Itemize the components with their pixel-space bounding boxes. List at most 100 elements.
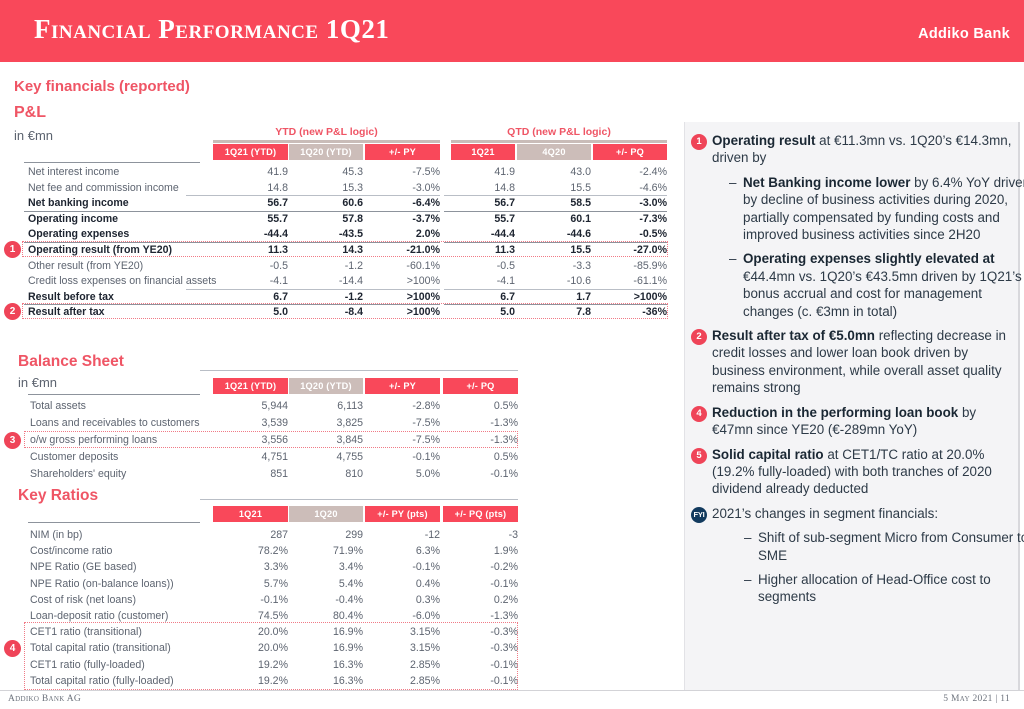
pl-cell-5-3: 11.3 xyxy=(494,244,515,256)
kr-cell-6-0: 20.0% xyxy=(257,626,288,639)
kr-row-label-5: Loan-deposit ratio (customer) xyxy=(30,610,169,622)
pl-rule-b-4 xyxy=(444,241,667,243)
kr-cell-6-3: -0.3% xyxy=(490,626,518,639)
pl-cell-2-0: 56.7 xyxy=(267,197,288,210)
pl-cell-8-1: -1.2 xyxy=(344,290,363,303)
pl-cell-5-4: 15.5 xyxy=(570,244,591,256)
kr-top-rule xyxy=(200,499,518,500)
bs-cell-1-0: 3,539 xyxy=(261,417,288,429)
bs-cell-3-1: 4,755 xyxy=(336,451,363,463)
pl-cell-3-5: -7.3% xyxy=(639,212,667,225)
pl-cell-8-4: 1.7 xyxy=(576,290,591,303)
pl-cell-3-0: 55.7 xyxy=(267,212,288,225)
bs-cell-2-2: -7.5% xyxy=(412,434,440,446)
pl-cell-7-2: >100% xyxy=(406,275,440,288)
kr-row-label-3: NPE Ratio (on-balance loans)) xyxy=(30,577,174,590)
pl-col-header-4: 4Q20 xyxy=(517,144,591,160)
kr-cell-1-1: 71.9% xyxy=(332,545,363,558)
pl-marker-badge-2: 2 xyxy=(4,302,21,320)
bs-col-header-2: +/- PY xyxy=(365,378,440,394)
commentary-badge-4: 4 xyxy=(691,405,707,422)
kr-cell-8-2: 2.85% xyxy=(409,658,440,671)
pl-row-label-5: Operating result (from YE20) xyxy=(28,244,173,256)
pl-cell-5-1: 14.3 xyxy=(342,244,363,256)
pl-cell-1-2: -3.0% xyxy=(412,181,440,194)
bs-cell-0-0: 5,944 xyxy=(261,400,288,412)
bs-col-header-1: 1Q20 (YTD) xyxy=(289,378,363,394)
bs-highlight-box xyxy=(24,431,518,448)
pl-cell-8-5: >100% xyxy=(633,290,667,303)
kr-marker-badge-4: 4 xyxy=(4,639,21,657)
kr-cell-7-1: 16.9% xyxy=(332,642,363,655)
bs-cell-3-2: -0.1% xyxy=(412,451,440,463)
kr-cell-2-2: -0.1% xyxy=(412,561,440,574)
pl-cell-9-1: -8.4 xyxy=(344,306,363,319)
commentary-dash-8: – xyxy=(744,571,752,587)
pl-cell-8-3: 6.7 xyxy=(500,290,515,303)
bs-label-rule xyxy=(28,394,200,395)
pl-row-label-1: Net fee and commission income xyxy=(28,181,179,194)
kr-cell-1-0: 78.2% xyxy=(257,545,288,558)
pl-cell-7-0: -4.1 xyxy=(269,275,288,288)
kr-cell-2-0: 3.3% xyxy=(263,561,288,574)
kr-row-label-1: Cost/income ratio xyxy=(30,545,113,558)
pl-rule-b-8 xyxy=(444,304,667,306)
kr-cell-0-1: 299 xyxy=(345,529,363,541)
kr-row-label-4: Cost of risk (net loans) xyxy=(30,593,136,606)
commentary-text-3: Result after tax of €5.0mn reflecting de… xyxy=(712,328,1006,396)
pl-rule-a-2 xyxy=(24,210,440,212)
pl-group-header-0: YTD (new P&L logic) xyxy=(275,126,378,138)
kr-cell-4-0: -0.1% xyxy=(260,593,288,606)
kr-row-label-8: CET1 ratio (fully-loaded) xyxy=(30,658,145,671)
pl-group-bar-1 xyxy=(451,140,667,143)
commentary-text-5: Solid capital ratio at CET1/TC ratio at … xyxy=(712,446,992,497)
pl-col-header-1: 1Q20 (YTD) xyxy=(289,144,363,160)
kr-cell-1-3: 1.9% xyxy=(493,545,518,558)
kr-cell-5-0: 74.5% xyxy=(257,610,288,622)
kr-cell-6-2: 3.15% xyxy=(409,626,440,639)
bs-cell-2-3: -1.3% xyxy=(490,434,518,446)
kr-row-label-2: NPE Ratio (GE based) xyxy=(30,561,137,574)
pl-cell-8-0: 6.7 xyxy=(273,290,288,303)
bs-cell-3-0: 4,751 xyxy=(261,451,288,463)
bs-col-header-3: +/- PQ xyxy=(443,378,518,394)
kr-cell-2-1: 3.4% xyxy=(338,561,363,574)
pl-rule-a-1 xyxy=(186,195,440,197)
commentary-badge-5: 5 xyxy=(691,447,707,464)
kr-row-label-0: NIM (in bp) xyxy=(30,529,83,541)
kr-col-header-2: +/- PY (pts) xyxy=(365,506,440,522)
pl-cell-4-0: -44.4 xyxy=(263,228,288,241)
bs-row-label-2: o/w gross performing loans xyxy=(30,434,158,446)
kr-cell-8-3: -0.1% xyxy=(490,658,518,671)
kr-col-header-0: 1Q21 xyxy=(213,506,288,522)
page-title: Financial Performance 1Q21 xyxy=(34,14,390,44)
kr-row-label-7: Total capital ratio (transitional) xyxy=(30,642,171,655)
bs-marker-badge-3: 3 xyxy=(4,431,21,449)
pl-cell-1-0: 14.8 xyxy=(267,181,288,194)
pl-rule-a-8 xyxy=(24,304,440,306)
pl-cell-1-1: 15.3 xyxy=(342,181,363,194)
kr-cell-9-1: 16.3% xyxy=(332,674,363,687)
kr-cell-5-1: 80.4% xyxy=(332,610,363,622)
kr-cell-4-1: -0.4% xyxy=(335,593,363,606)
pl-cell-5-2: -21.0% xyxy=(406,244,440,256)
pl-cell-7-3: -4.1 xyxy=(496,275,515,288)
pl-group-bar-0 xyxy=(213,140,440,143)
commentary-dash-1: – xyxy=(729,174,737,190)
bs-row-label-1: Loans and receivables to customers xyxy=(30,417,200,429)
pl-cell-1-3: 14.8 xyxy=(494,181,515,194)
kr-cell-8-0: 19.2% xyxy=(257,658,288,671)
section-heading-key-financials: Key financials (reported) xyxy=(14,78,190,95)
slide-header-banner: Financial Performance 1Q21 Addiko Bank xyxy=(0,0,1024,62)
kr-cell-5-3: -1.3% xyxy=(490,610,518,622)
kr-label-rule xyxy=(28,522,200,523)
pl-cell-3-1: 57.8 xyxy=(342,212,363,225)
pl-cell-2-3: 56.7 xyxy=(494,197,515,210)
pl-cell-2-4: 58.5 xyxy=(570,197,591,210)
bs-row-label-0: Total assets xyxy=(30,400,86,412)
pl-rule-b-7 xyxy=(444,288,667,290)
kr-cell-0-2: -12 xyxy=(424,529,440,541)
kr-col-header-3: +/- PQ (pts) xyxy=(443,506,518,522)
pl-cell-9-3: 5.0 xyxy=(500,306,515,319)
bs-cell-1-1: 3,825 xyxy=(336,417,363,429)
